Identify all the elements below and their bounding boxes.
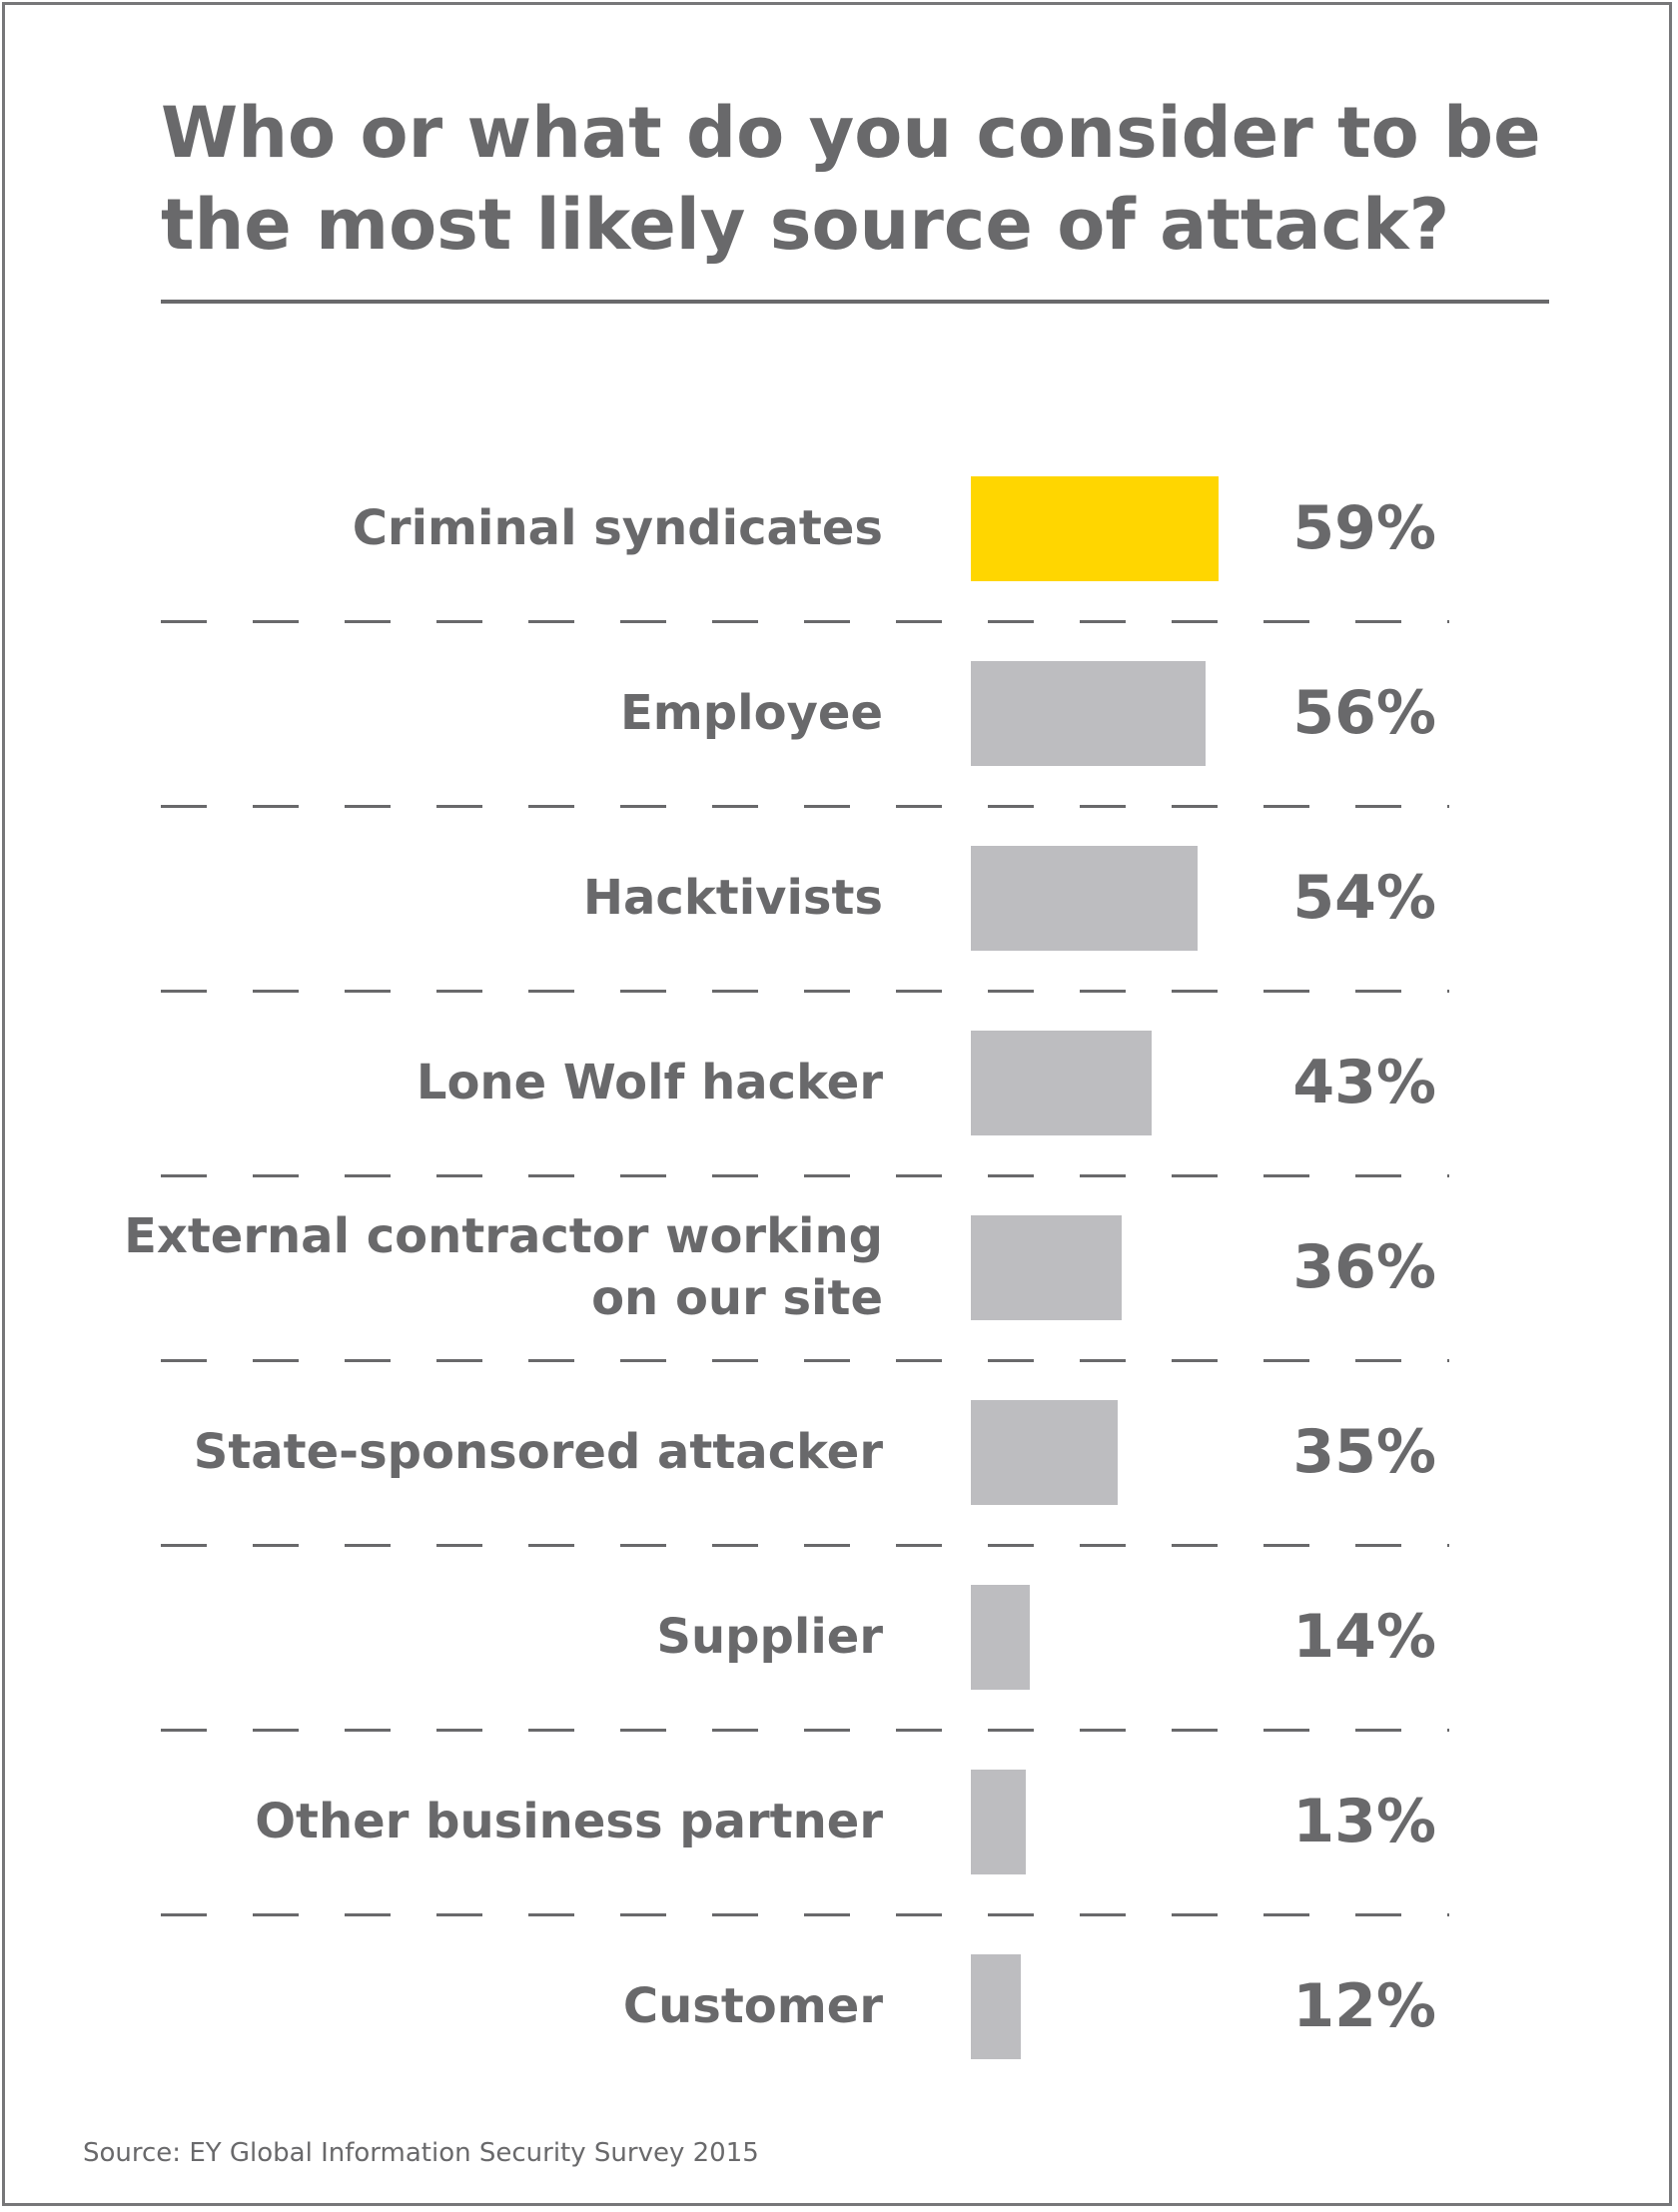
value-label: 59% bbox=[1292, 493, 1436, 563]
bar-highlighted bbox=[971, 476, 1219, 581]
bar bbox=[971, 846, 1198, 951]
category-label: Employee bbox=[620, 685, 883, 741]
value-label: 13% bbox=[1292, 1787, 1436, 1856]
category-label: Hacktivists bbox=[582, 870, 883, 926]
category-label: Other business partner bbox=[255, 1794, 883, 1849]
category-label: Customer bbox=[622, 1978, 883, 2034]
category-label: State-sponsored attacker bbox=[193, 1424, 883, 1480]
bar bbox=[971, 1400, 1118, 1505]
row-separator bbox=[161, 804, 1449, 808]
bar bbox=[971, 1585, 1030, 1690]
row-separator bbox=[161, 1358, 1449, 1362]
row-separator bbox=[161, 1173, 1449, 1177]
row-separator bbox=[161, 1543, 1449, 1547]
row-separator bbox=[161, 619, 1449, 623]
bar bbox=[971, 1770, 1026, 1874]
value-label: 56% bbox=[1292, 678, 1436, 748]
value-label: 43% bbox=[1292, 1048, 1436, 1117]
value-label: 14% bbox=[1292, 1602, 1436, 1672]
bar bbox=[971, 661, 1207, 766]
value-label: 36% bbox=[1292, 1232, 1436, 1302]
chart-title: Who or what do you consider to be the mo… bbox=[161, 92, 1541, 266]
category-label: Criminal syndicates bbox=[352, 500, 883, 556]
bar bbox=[971, 1031, 1152, 1135]
value-label: 12% bbox=[1292, 1971, 1436, 2041]
bar bbox=[971, 1215, 1123, 1320]
category-label: Supplier bbox=[656, 1609, 883, 1665]
title-divider bbox=[161, 300, 1549, 304]
source-note: Source: EY Global Information Security S… bbox=[83, 2138, 759, 2168]
value-label: 35% bbox=[1292, 1417, 1436, 1487]
value-label: 54% bbox=[1292, 863, 1436, 933]
row-separator bbox=[161, 1912, 1449, 1916]
row-separator bbox=[161, 989, 1449, 993]
category-label: External contractor working on our site bbox=[124, 1208, 883, 1326]
bar bbox=[971, 1954, 1022, 2059]
row-separator bbox=[161, 1728, 1449, 1732]
category-label: Lone Wolf hacker bbox=[416, 1055, 883, 1110]
